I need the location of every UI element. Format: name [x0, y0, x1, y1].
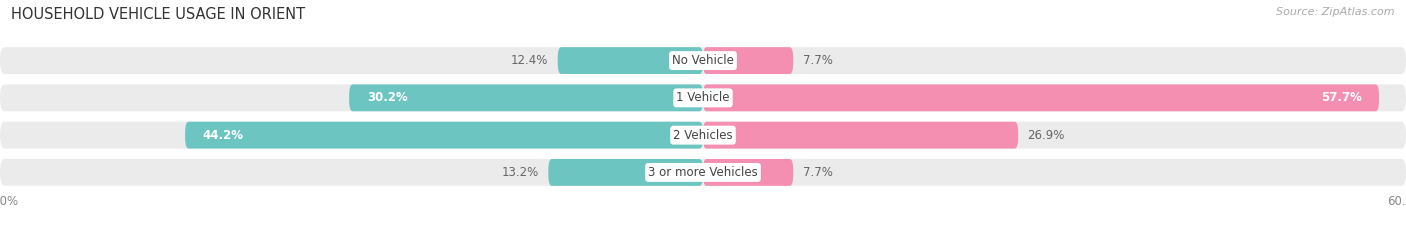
Text: 30.2%: 30.2% [367, 91, 408, 104]
FancyBboxPatch shape [0, 159, 1406, 186]
FancyBboxPatch shape [558, 47, 703, 74]
Text: HOUSEHOLD VEHICLE USAGE IN ORIENT: HOUSEHOLD VEHICLE USAGE IN ORIENT [11, 7, 305, 22]
Text: 7.7%: 7.7% [803, 166, 832, 179]
FancyBboxPatch shape [703, 84, 1379, 111]
FancyBboxPatch shape [349, 84, 703, 111]
FancyBboxPatch shape [703, 122, 1018, 149]
FancyBboxPatch shape [548, 159, 703, 186]
Text: 7.7%: 7.7% [803, 54, 832, 67]
Text: 26.9%: 26.9% [1028, 129, 1064, 142]
FancyBboxPatch shape [0, 47, 1406, 74]
Text: 13.2%: 13.2% [502, 166, 538, 179]
FancyBboxPatch shape [0, 122, 1406, 149]
FancyBboxPatch shape [186, 122, 703, 149]
Text: 12.4%: 12.4% [510, 54, 548, 67]
Text: 2 Vehicles: 2 Vehicles [673, 129, 733, 142]
Text: Source: ZipAtlas.com: Source: ZipAtlas.com [1277, 7, 1395, 17]
Text: 3 or more Vehicles: 3 or more Vehicles [648, 166, 758, 179]
FancyBboxPatch shape [703, 159, 793, 186]
Text: 57.7%: 57.7% [1320, 91, 1361, 104]
Text: 1 Vehicle: 1 Vehicle [676, 91, 730, 104]
Text: 44.2%: 44.2% [202, 129, 243, 142]
Text: No Vehicle: No Vehicle [672, 54, 734, 67]
FancyBboxPatch shape [0, 84, 1406, 111]
FancyBboxPatch shape [703, 47, 793, 74]
